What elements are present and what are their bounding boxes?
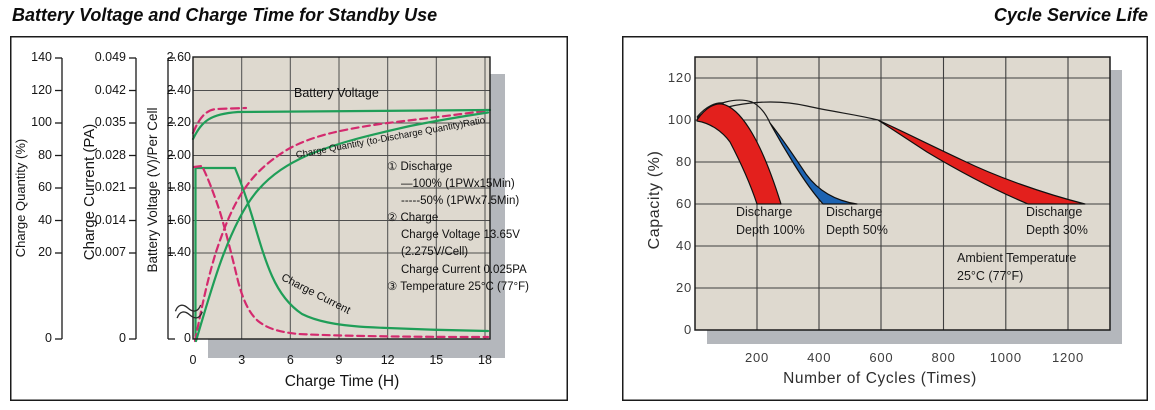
tick-label: 1.40 — [166, 245, 191, 259]
note-line: Charge Voltage 13.65V — [401, 229, 520, 242]
left-y-axes-lines — [55, 57, 175, 340]
note-line: -----50% (1PWx7.5Min) — [401, 195, 520, 208]
tick-label: 18 — [478, 353, 492, 367]
tick-label: 2.00 — [166, 147, 191, 162]
note-line: Charge Current 0.025PA — [401, 263, 527, 276]
battery-voltage-curve-100 — [191, 108, 492, 141]
tick-label: 1.60 — [166, 212, 191, 227]
tick-label: 0 — [189, 353, 197, 367]
tick-label: 100 — [667, 112, 692, 127]
band-depth-50 — [769, 122, 858, 205]
charge-current-curve-100 — [194, 166, 490, 338]
ambient-temperature-note: Ambient Temperature 25°C (77°F) — [957, 251, 1077, 283]
right-chart-title: Cycle Service Life — [993, 5, 1148, 25]
left-curves — [191, 106, 492, 343]
left-chart-conditions-note: ① Discharge —100% (1PWx15Min) -----50% (… — [387, 159, 529, 296]
tick-label: 400 — [807, 350, 832, 365]
axis-break-icon — [174, 304, 203, 319]
tick-label: 0 — [119, 331, 126, 345]
tick-label: 20 — [675, 280, 692, 295]
tick-label: 120 — [667, 70, 692, 85]
tick-label: 1200 — [1051, 350, 1085, 365]
tick-label: 2.20 — [166, 115, 191, 129]
x-axis-title-number-of-cycles: Number of Cycles (Times) — [783, 370, 977, 387]
tick-label: 40 — [38, 212, 52, 227]
tick-label: 1000 — [989, 350, 1022, 365]
tick-label: 1.80 — [166, 180, 191, 194]
tick-label: 9 — [335, 353, 343, 367]
tick-label: 100 — [31, 115, 52, 129]
band-depth-100 — [696, 103, 782, 205]
tick-label: 12 — [380, 353, 395, 367]
band-label-depth-50: Discharge Depth 50% — [826, 205, 888, 237]
tick-label: 60 — [675, 196, 692, 211]
charge-ratio-curve-100 — [194, 111, 490, 343]
tick-label: 800 — [931, 350, 956, 365]
tick-label: 2.40 — [166, 82, 191, 97]
standby-chart-svg — [10, 36, 568, 401]
tick-label: 0.014 — [94, 212, 126, 227]
tick-label: 0.021 — [94, 180, 126, 194]
tick-label: 6 — [286, 353, 294, 367]
note-line: (2.275V/Cell) — [401, 246, 469, 259]
note-line: ① Discharge — [387, 161, 453, 173]
battery-voltage-curve-label: Battery Voltage — [294, 86, 379, 100]
band-label-depth-30: Discharge Depth 30% — [1026, 205, 1088, 237]
battery-voltage-curve-50 — [191, 106, 248, 135]
tick-label: 140 — [31, 50, 52, 64]
charge-ratio-curve-50 — [193, 109, 490, 343]
tick-label: 0.007 — [94, 245, 126, 259]
cycle-life-chart-svg — [622, 36, 1148, 401]
tick-label: 0 — [184, 331, 191, 345]
tick-label: 20 — [38, 245, 52, 259]
tick-label: 3 — [238, 353, 246, 367]
band-label-depth-100: Discharge Depth 100% — [736, 205, 805, 237]
x-axis-title-charge-time: Charge Time (H) — [284, 373, 400, 390]
note-line: ② Charge — [387, 212, 439, 225]
tick-label: 40 — [675, 238, 692, 253]
tick-label: 0.042 — [94, 82, 126, 97]
tick-label: 0 — [45, 331, 52, 345]
right-plot-border — [694, 56, 1111, 331]
tick-label: 15 — [429, 353, 444, 367]
left-plot-bg — [193, 57, 490, 339]
band-depth-30 — [877, 119, 1086, 205]
tick-label: 2.60 — [166, 50, 191, 64]
tick-label: 0.035 — [94, 115, 126, 129]
tick-label: 80 — [675, 154, 692, 169]
tick-label: 60 — [38, 180, 52, 194]
note-line: ③ Temperature 25°C (77°F) — [387, 280, 530, 293]
charge-current-curve-50 — [192, 164, 490, 339]
tick-label: 200 — [744, 350, 770, 365]
tick-label: 120 — [31, 82, 52, 97]
left-plot-border — [192, 56, 491, 340]
tick-label: 0 — [683, 322, 692, 337]
tick-label: 0.049 — [94, 50, 126, 64]
tick-label: 600 — [869, 350, 894, 365]
note-line: —100% (1PWx15Min) — [401, 178, 515, 191]
tick-label: 80 — [38, 147, 52, 162]
left-chart-title: Battery Voltage and Charge Time for Stan… — [12, 5, 438, 25]
tick-label: 0.028 — [94, 147, 126, 162]
